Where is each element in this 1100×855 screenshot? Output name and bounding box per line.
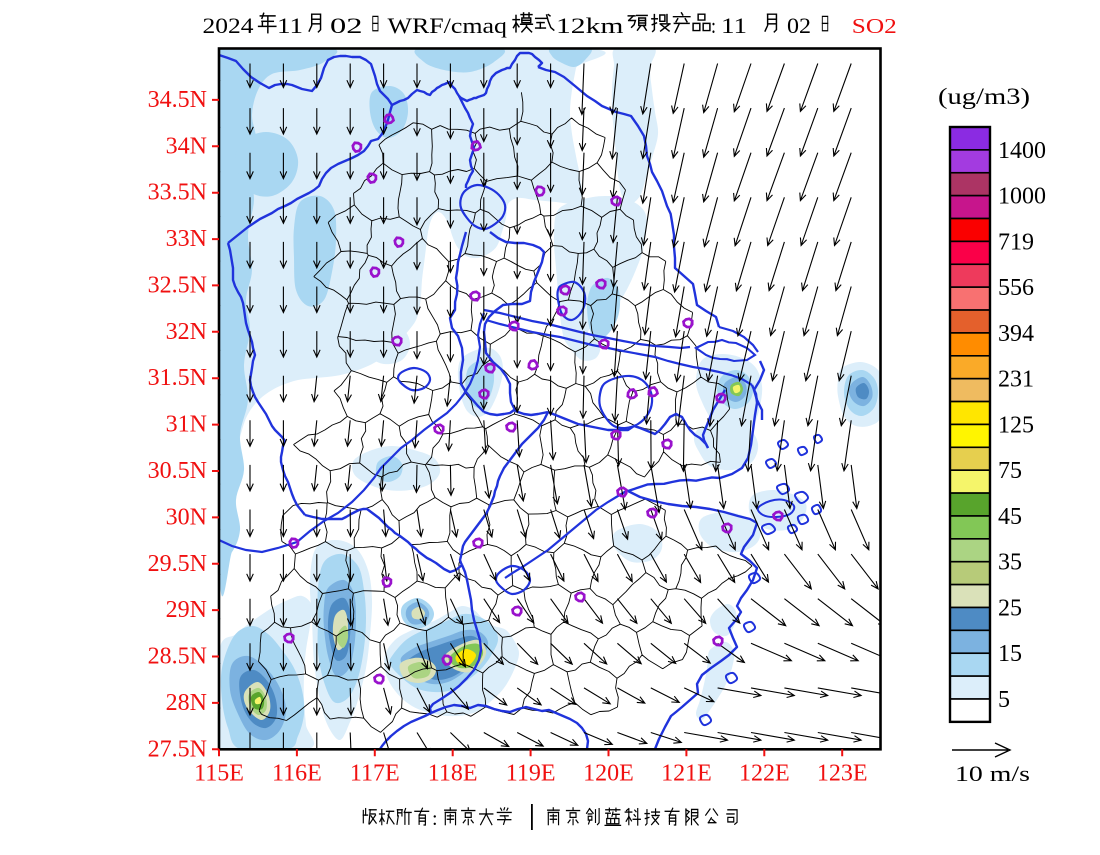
svg-text:SO2: SO2 xyxy=(852,14,897,38)
svg-text:556: 556 xyxy=(998,275,1034,301)
svg-text:32.5N: 32.5N xyxy=(148,272,207,298)
svg-text:29N: 29N xyxy=(166,597,207,623)
svg-text:122E: 122E xyxy=(739,760,790,786)
svg-text:117E: 117E xyxy=(350,760,400,786)
svg-text:2024: 2024 xyxy=(203,13,254,38)
svg-text:30.5N: 30.5N xyxy=(148,458,207,484)
svg-text:33N: 33N xyxy=(166,226,207,252)
svg-text:28N: 28N xyxy=(166,690,207,716)
svg-text:120E: 120E xyxy=(583,760,634,786)
svg-text::: : xyxy=(711,13,716,38)
svg-text:394: 394 xyxy=(998,321,1034,347)
svg-text:5: 5 xyxy=(998,687,1010,713)
svg-text:02: 02 xyxy=(330,13,363,38)
svg-text:119E: 119E xyxy=(506,760,556,786)
svg-text:11: 11 xyxy=(277,13,303,38)
svg-text:1400: 1400 xyxy=(998,138,1046,164)
svg-text:115E: 115E xyxy=(194,760,244,786)
svg-text:34N: 34N xyxy=(166,133,207,159)
svg-text:10 m/s: 10 m/s xyxy=(955,761,1030,786)
svg-text:32N: 32N xyxy=(166,319,207,345)
svg-text:11: 11 xyxy=(721,13,747,38)
svg-text:123E: 123E xyxy=(817,760,868,786)
svg-text:35: 35 xyxy=(998,550,1022,576)
svg-text::: : xyxy=(432,808,438,830)
svg-text:31N: 31N xyxy=(166,412,207,438)
svg-text:29.5N: 29.5N xyxy=(148,551,207,577)
svg-text:1000: 1000 xyxy=(998,184,1046,210)
svg-text:125: 125 xyxy=(998,412,1034,438)
svg-text:15: 15 xyxy=(998,641,1022,667)
svg-text:WRF/cmaq: WRF/cmaq xyxy=(388,13,508,38)
svg-text:27.5N: 27.5N xyxy=(148,736,207,762)
svg-text:75: 75 xyxy=(998,458,1022,484)
svg-text:45: 45 xyxy=(998,504,1022,530)
svg-text:02: 02 xyxy=(787,13,811,38)
svg-text:12km: 12km xyxy=(556,13,623,38)
svg-text:118E: 118E xyxy=(428,760,478,786)
svg-text:31.5N: 31.5N xyxy=(148,365,207,391)
svg-text:30N: 30N xyxy=(166,504,207,530)
svg-text:116E: 116E xyxy=(272,760,322,786)
svg-text:(ug/m3): (ug/m3) xyxy=(938,84,1030,109)
svg-text:34.5N: 34.5N xyxy=(148,87,207,113)
svg-text:28.5N: 28.5N xyxy=(148,644,207,670)
svg-text:719: 719 xyxy=(998,229,1034,255)
svg-text:33.5N: 33.5N xyxy=(148,180,207,206)
svg-text:25: 25 xyxy=(998,596,1022,622)
svg-text:231: 231 xyxy=(998,367,1034,393)
svg-text:121E: 121E xyxy=(661,760,712,786)
